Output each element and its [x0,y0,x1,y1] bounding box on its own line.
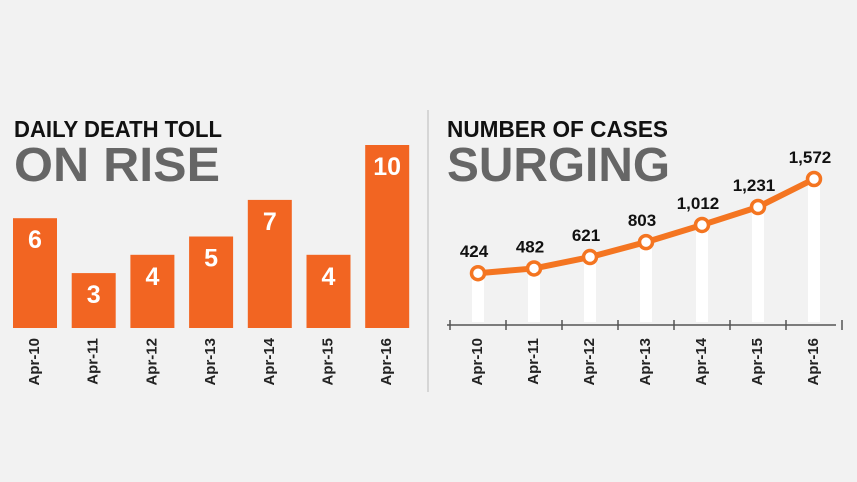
x-tick-label: Apr-16 [378,338,395,386]
bar [306,254,351,328]
data-label: 424 [460,242,489,261]
data-label: 6 [28,226,42,254]
bar [189,236,234,328]
x-tick-label: Apr-11 [525,338,542,385]
data-label: 4 [145,263,159,291]
data-label: 4 [322,263,336,291]
data-label: 3 [87,281,101,309]
x-tick-label: Apr-15 [749,338,766,386]
point [581,248,599,266]
bar [365,145,410,328]
x-tick-label: Apr-14 [261,337,278,385]
chart-title: NUMBER OF CASES [447,116,668,142]
data-label: 482 [516,237,544,256]
data-label: 1,572 [789,148,832,167]
chart-subtitle: ON RISE [14,139,220,192]
x-tick-label: Apr-10 [469,338,486,386]
data-label: 1,231 [733,176,776,195]
point [805,170,823,188]
x-tick-label: Apr-11 [85,338,102,385]
bar [13,218,57,328]
point [525,260,543,277]
data-label: 1,012 [677,194,720,213]
data-label: 803 [628,211,656,230]
x-tick-label: Apr-12 [143,338,160,386]
point [469,264,487,282]
chart-title: DAILY DEATH TOLL [14,116,222,142]
x-tick-label: Apr-13 [637,338,654,386]
bar [247,199,292,328]
data-label: 7 [263,208,277,236]
chart-subtitle: SURGING [447,139,670,192]
x-tick-label: Apr-13 [202,338,219,386]
point [749,198,767,216]
bar [130,254,175,328]
x-tick-label: Apr-10 [26,338,43,386]
data-label: 10 [373,153,401,181]
x-tick-label: Apr-12 [581,338,598,386]
point [693,216,711,234]
data-label: 5 [204,245,218,273]
x-tick-label: Apr-14 [693,337,710,385]
data-label: 621 [572,226,600,245]
point [637,233,655,251]
bar [71,273,116,328]
x-tick-label: Apr-16 [805,338,822,386]
x-tick-label: Apr-15 [319,338,336,386]
